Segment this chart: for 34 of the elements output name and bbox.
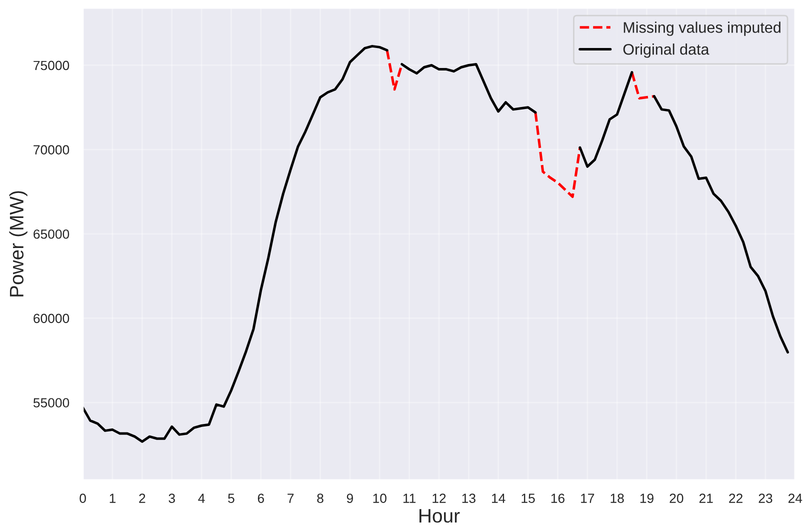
x-tick-label: 0 — [80, 494, 86, 503]
y-tick-label: 55000 — [33, 398, 70, 408]
x-tick-label: 12 — [432, 494, 446, 503]
y-tick-label: 75000 — [34, 60, 70, 70]
y-tick-label: 65000 — [34, 229, 70, 239]
legend-label: Missing values imputed — [624, 22, 780, 36]
x-tick-label: 10 — [373, 494, 386, 503]
x-tick-label: 4 — [198, 494, 205, 503]
x-tick-label: 11 — [403, 494, 416, 503]
x-tick-label: 7 — [288, 494, 294, 503]
x-axis-title: Hour — [420, 509, 460, 523]
y-tick-label: 70000 — [34, 145, 70, 154]
x-tick-label: 22 — [729, 494, 742, 503]
x-tick-label: 15 — [522, 494, 535, 503]
x-tick-label: 23 — [758, 494, 772, 503]
x-tick-label: 8 — [317, 494, 324, 503]
x-tick-label: 14 — [492, 494, 506, 503]
x-tick-label: 2 — [139, 494, 146, 503]
x-tick-label: 6 — [258, 494, 264, 503]
x-tick-label: 19 — [640, 494, 654, 503]
x-tick-label: 5 — [228, 494, 234, 503]
x-tick-label: 21 — [699, 494, 713, 503]
x-tick-label: 1 — [110, 494, 116, 503]
x-tick-label: 20 — [670, 494, 684, 503]
x-tick-label: 18 — [610, 494, 624, 503]
y-tick-label: 60000 — [34, 314, 70, 324]
x-tick-label: 13 — [462, 494, 476, 503]
legend-label: Original data — [623, 44, 710, 58]
x-tick-label: 17 — [581, 494, 594, 503]
x-tick-label: 24 — [788, 494, 802, 503]
x-tick-label: 16 — [551, 494, 564, 503]
y-axis-title: Power (MW) — [9, 191, 28, 296]
x-tick-label: 9 — [346, 494, 353, 503]
x-tick-label: 3 — [168, 494, 175, 503]
